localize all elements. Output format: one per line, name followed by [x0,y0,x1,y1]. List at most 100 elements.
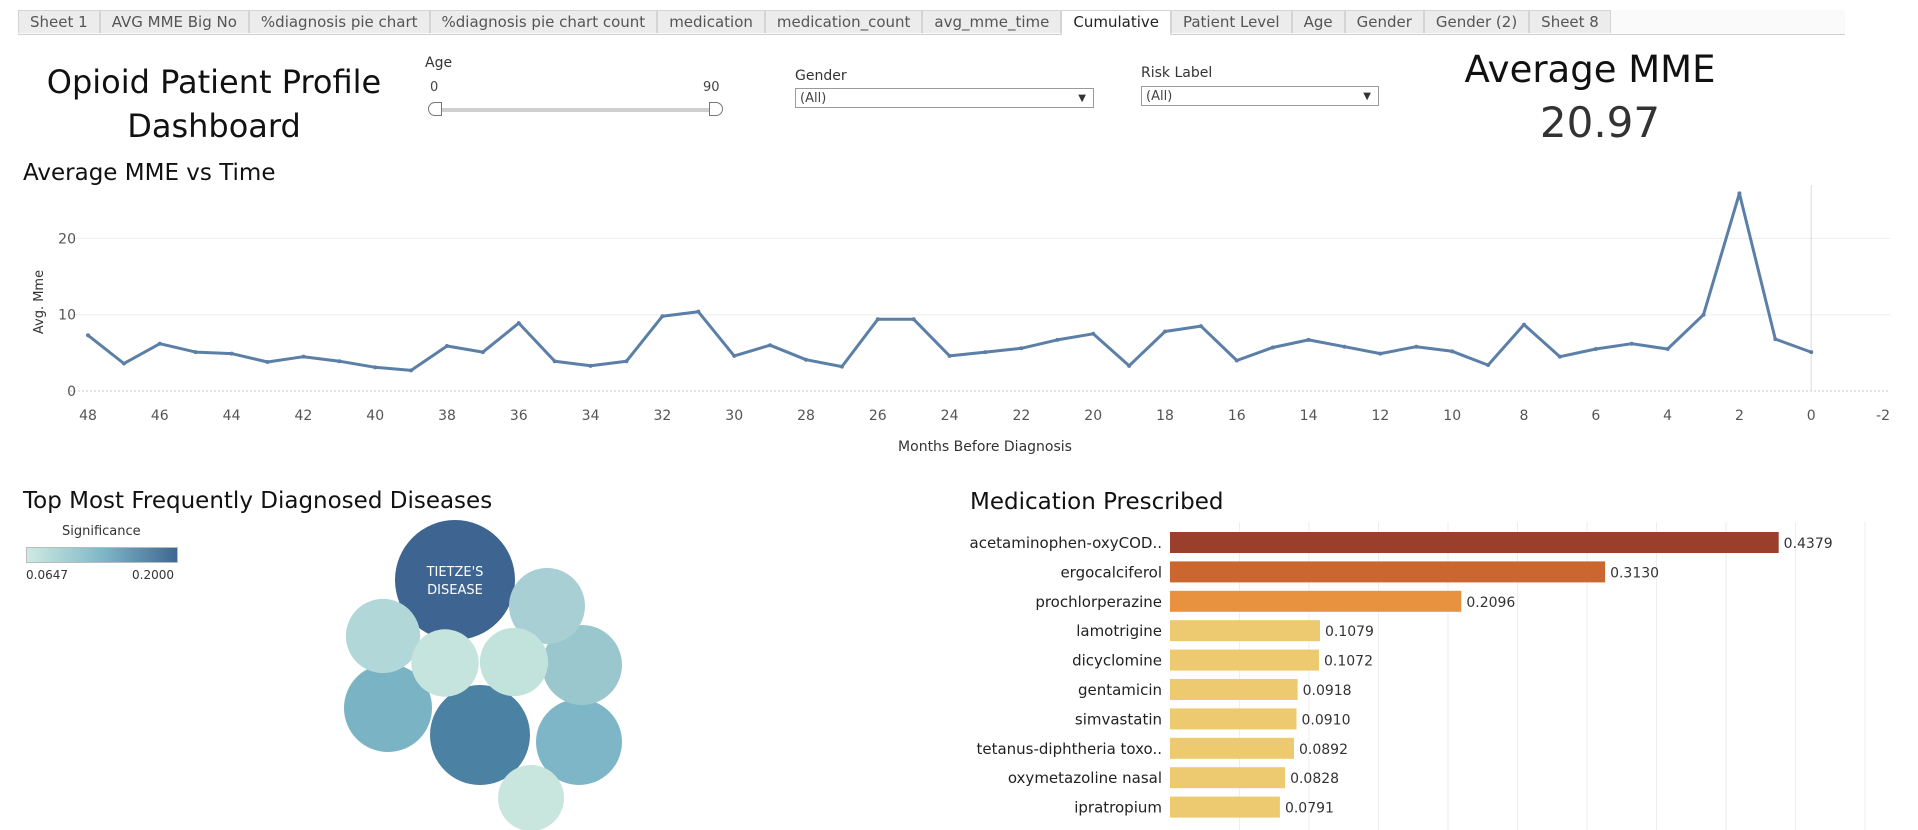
x-tick-label: 10 [1443,408,1461,424]
x-tick-label: -2 [1876,408,1890,424]
diseases-bubble-chart: TIETZE'S DISEASE [344,520,622,830]
data-point [1701,312,1706,317]
medication-bar-chart: acetaminophen-oxyCOD.. 0.4379 ergocalcifer… [970,522,1866,830]
bar-value-label: 0.0892 [1299,742,1348,758]
x-tick-label: 40 [366,408,384,424]
tab-sheet-8[interactable]: Sheet 8 [1529,10,1611,33]
x-tick-label: 16 [1228,408,1246,424]
dashboard-title: Opioid Patient Profile Dashboard [46,63,382,145]
data-point [1127,363,1132,368]
disease-bubble[interactable] [536,699,622,785]
age-slider-track[interactable] [432,108,718,112]
tab-medication[interactable]: medication [657,10,765,33]
disease-bubble[interactable] [509,568,585,644]
bubble-label: DISEASE [427,583,483,598]
disease-bubble[interactable] [411,629,479,697]
disease-bubble[interactable] [542,625,622,705]
bar-value-label: 0.3130 [1610,565,1659,581]
data-point [409,368,414,373]
age-slider-min-handle[interactable] [428,102,442,116]
gender-filter-label: Gender [795,68,847,84]
medication-bar[interactable] [1170,737,1294,759]
tab-gender-2[interactable]: Gender (2) [1423,10,1530,33]
x-tick-label: 14 [1300,408,1318,424]
x-tick-label: 22 [1012,408,1030,424]
sheet-tab-bar: Sheet 1 AVG MME Big No %diagnosis pie char… [18,10,1845,35]
age-slider-max-handle[interactable] [709,102,723,116]
data-point [445,343,449,348]
x-tick-label: 30 [725,408,743,424]
legend-max-label: 0.2000 [132,568,174,582]
disease-bubble[interactable] [479,627,549,697]
tab-diagnosis-pie-chart[interactable]: %diagnosis pie chart [248,10,430,33]
y-tick-label: 0 [67,384,76,400]
gender-dropdown[interactable]: (All) ▼ [795,88,1094,108]
data-point [337,359,342,364]
data-point [1378,351,1383,356]
data-point [552,359,557,364]
tab-avg-mme-time[interactable]: avg_mme_time [922,10,1062,33]
y-tick-label: 10 [58,308,76,324]
tab-diagnosis-pie-chart-count[interactable]: %diagnosis pie chart count [429,10,658,33]
data-point [983,350,988,355]
data-point [121,361,126,366]
medication-bar[interactable] [1170,532,1779,553]
data-point [301,354,306,359]
disease-bubble[interactable] [498,765,564,830]
x-tick-label: 24 [941,408,959,424]
data-point [768,343,773,348]
data-point [1773,337,1778,342]
medication-bar[interactable] [1170,679,1298,700]
data-point [1414,344,1419,349]
tab-gender[interactable]: Gender [1344,10,1424,33]
x-tick-label: 48 [79,408,97,424]
data-point [1809,350,1814,355]
age-filter-label: Age [425,55,453,71]
bar-chart-title: Medication Prescribed [970,489,1224,515]
kpi-label: Average MME [1464,48,1716,91]
medication-bar[interactable] [1170,620,1320,642]
x-tick-label: 0 [1807,408,1816,424]
data-point [516,321,521,326]
x-tick-label: 26 [869,408,887,424]
medication-bar[interactable] [1170,708,1297,730]
avg-mme-series-line [87,191,1812,372]
y-axis-label: Avg. Mme [32,270,47,334]
medication-bar[interactable] [1170,590,1462,612]
risk-filter-label: Risk Label [1141,65,1213,81]
age-min-label: 0 [430,80,439,95]
y-tick-label: 20 [58,231,76,247]
x-tick-label: 20 [1084,408,1102,424]
disease-bubble[interactable] [344,664,432,752]
data-point [373,365,378,370]
data-point [193,350,198,355]
data-point [947,353,952,358]
medication-bar[interactable] [1170,561,1606,583]
tab-age[interactable]: Age [1291,10,1345,33]
tab-avg-mme-big-no[interactable]: AVG MME Big No [99,10,249,33]
data-point [1306,337,1311,342]
medication-bar[interactable] [1170,649,1319,671]
x-tick-label: 38 [438,408,456,424]
disease-bubble[interactable] [345,598,421,674]
medication-category-label: acetaminophen-oxyCOD.. [970,534,1163,552]
medication-bar[interactable] [1170,796,1280,818]
data-point [1019,346,1024,351]
x-axis-label: Months Before Diagnosis [898,439,1072,455]
x-tick-label: 4 [1663,408,1672,424]
disease-bubble[interactable] [430,685,530,785]
tab-patient-level[interactable]: Patient Level [1170,10,1292,33]
data-point [588,363,593,368]
tab-cumulative[interactable]: Cumulative [1061,10,1171,35]
medication-bar[interactable] [1170,767,1286,789]
risk-label-dropdown[interactable]: (All) ▼ [1141,86,1379,106]
medication-category-label: oxymetazoline nasal [1008,769,1162,787]
data-point [624,359,629,364]
tab-medication-count[interactable]: medication_count [764,10,923,33]
disease-bubble[interactable] [395,520,515,640]
x-tick-label: 32 [653,408,671,424]
medication-category-label: gentamicin [1078,681,1162,699]
data-point [265,360,270,365]
tab-sheet-1[interactable]: Sheet 1 [18,10,100,33]
